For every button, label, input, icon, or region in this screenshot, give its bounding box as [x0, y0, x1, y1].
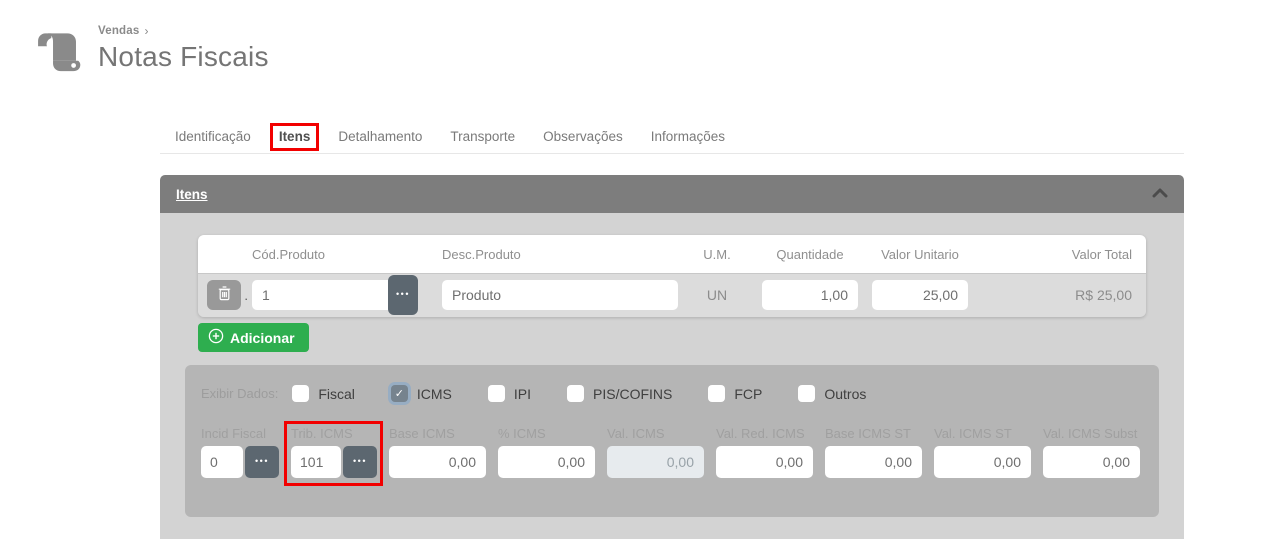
field-label: Base ICMS [389, 426, 455, 441]
tab-itens[interactable]: Itens [265, 120, 325, 154]
add-item-button[interactable]: Adicionar [198, 323, 309, 352]
field-label: Val. ICMS Subst [1043, 426, 1138, 441]
checkbox-fiscal[interactable]: Fiscal [292, 385, 355, 402]
checkbox-fiscal-label: Fiscal [318, 385, 355, 402]
itens-panel-title: Itens [176, 186, 208, 202]
tab-identificacao[interactable]: Identificação [175, 128, 251, 144]
checkbox-ipi-label: IPI [513, 385, 531, 402]
col-quantidade: Quantidade [776, 246, 844, 262]
field-label: Base ICMS ST [825, 426, 911, 441]
val-icms-st-input[interactable] [934, 446, 1031, 478]
chevron-up-icon[interactable] [1152, 185, 1168, 203]
itens-panel-header[interactable]: Itens [160, 175, 1184, 213]
checkbox-fcp-label: FCP [734, 385, 763, 402]
itens-panel: Itens Cód.Produto Desc.Produto U.M. Quan… [160, 175, 1184, 539]
plus-circle-icon [208, 328, 224, 347]
field-label: Val. Red. ICMS [716, 426, 805, 441]
produto-lookup-button[interactable]: ••• [388, 275, 418, 315]
desc-produto-input[interactable] [442, 280, 678, 310]
items-table: Cód.Produto Desc.Produto U.M. Quantidade… [198, 235, 1146, 317]
page-title: Notas Fiscais [98, 41, 269, 72]
checkbox-ipi[interactable]: IPI [487, 385, 531, 402]
items-table-header: Cód.Produto Desc.Produto U.M. Quantidade… [198, 235, 1146, 273]
cod-produto-input[interactable] [252, 280, 390, 310]
checkbox-outros-label: Outros [824, 385, 867, 402]
itens-panel-body: Cód.Produto Desc.Produto U.M. Quantidade… [160, 213, 1184, 539]
exibir-dados-label: Exibir Dados: [201, 386, 279, 401]
field-val-red-icms: Val. Red. ICMS [716, 426, 813, 478]
page-header: Vendas › Notas Fiscais [30, 24, 269, 80]
base-icms-input[interactable] [389, 446, 486, 478]
content-area: Identificação Itens Detalhamento Transpo… [160, 120, 1184, 539]
trash-icon [218, 286, 231, 304]
field-val-icms: Val. ICMS [607, 426, 704, 478]
field-label: % ICMS [498, 426, 546, 441]
tab-detalhamento[interactable]: Detalhamento [338, 128, 423, 144]
icms-fields-row: Incid Fiscal ••• Trib. ICMS [201, 421, 1143, 486]
checkbox-outros[interactable]: Outros [798, 385, 866, 402]
checkbox-icon[interactable] [292, 385, 310, 402]
col-valor-total: Valor Total [1071, 246, 1132, 262]
tab-bar: Identificação Itens Detalhamento Transpo… [160, 120, 1184, 154]
valor-unitario-input[interactable] [872, 280, 968, 310]
checkbox-pis-cofins[interactable]: PIS/COFINS [567, 385, 672, 402]
tab-itens-label: Itens [278, 128, 311, 144]
trib-icms-lookup-button[interactable]: ••• [343, 446, 377, 478]
delete-row-button[interactable] [207, 280, 242, 310]
checkbox-icon[interactable] [567, 385, 584, 402]
base-icms-st-input[interactable] [825, 446, 922, 478]
col-cod-produto: Cód.Produto [252, 246, 325, 262]
ellipsis-icon: ••• [353, 455, 367, 466]
col-um: U.M. [703, 246, 731, 262]
ellipsis-icon: ••• [255, 455, 269, 466]
chevron-right-icon: › [144, 24, 149, 38]
checkbox-icon[interactable] [487, 385, 505, 402]
field-label: Val. ICMS [607, 426, 665, 441]
field-val-icms-st: Val. ICMS ST [934, 426, 1031, 478]
field-base-icms-st: Base ICMS ST [825, 426, 922, 478]
incid-fiscal-input[interactable] [201, 446, 243, 478]
tab-observacoes[interactable]: Observações [543, 128, 623, 144]
checkbox-pis-cofins-label: PIS/COFINS [593, 385, 673, 402]
checkbox-icms[interactable]: ✓ ICMS [390, 385, 452, 402]
val-red-icms-input[interactable] [716, 446, 813, 478]
icms-section: Exibir Dados: Fiscal ✓ ICMS IPI [185, 365, 1159, 517]
valor-total-value: R$ 25,00 [1075, 287, 1132, 303]
add-item-label: Adicionar [230, 329, 295, 346]
col-valor-unitario: Valor Unitario [881, 246, 959, 262]
trib-icms-input[interactable] [291, 446, 341, 478]
field-pct-icms: % ICMS [498, 426, 595, 478]
tab-transporte[interactable]: Transporte [450, 128, 516, 144]
checkbox-fcp[interactable]: FCP [708, 385, 762, 402]
checkbox-icms-label: ICMS [416, 385, 452, 402]
breadcrumb-item[interactable]: Vendas [98, 25, 140, 37]
checkbox-checked-icon[interactable]: ✓ [390, 385, 408, 402]
scroll-icon [30, 28, 86, 80]
field-val-icms-subst: Val. ICMS Subst [1043, 426, 1140, 478]
quantidade-input[interactable] [762, 280, 858, 310]
row-separator: . [244, 287, 248, 303]
field-label: Incid Fiscal [201, 426, 267, 441]
incid-fiscal-lookup-button[interactable]: ••• [245, 446, 279, 478]
field-label: Trib. ICMS [291, 426, 353, 441]
exibir-dados-row: Exibir Dados: Fiscal ✓ ICMS IPI [201, 385, 1143, 402]
ellipsis-icon: ••• [396, 288, 410, 299]
breadcrumb[interactable]: Vendas › [98, 24, 269, 38]
table-row: . ••• UN [198, 273, 1146, 317]
field-incid-fiscal: Incid Fiscal ••• [201, 426, 279, 478]
field-trib-icms: Trib. ICMS ••• [284, 421, 383, 486]
val-icms-subst-input[interactable] [1043, 446, 1140, 478]
checkbox-icon[interactable] [798, 385, 816, 402]
col-desc-produto: Desc.Produto [442, 246, 521, 262]
val-icms-input [607, 446, 704, 478]
tab-informacoes[interactable]: Informações [650, 128, 726, 144]
um-value: UN [706, 287, 728, 303]
field-label: Val. ICMS ST [934, 426, 1012, 441]
checkbox-icon[interactable] [708, 385, 726, 402]
field-base-icms: Base ICMS [389, 426, 486, 478]
pct-icms-input[interactable] [498, 446, 595, 478]
